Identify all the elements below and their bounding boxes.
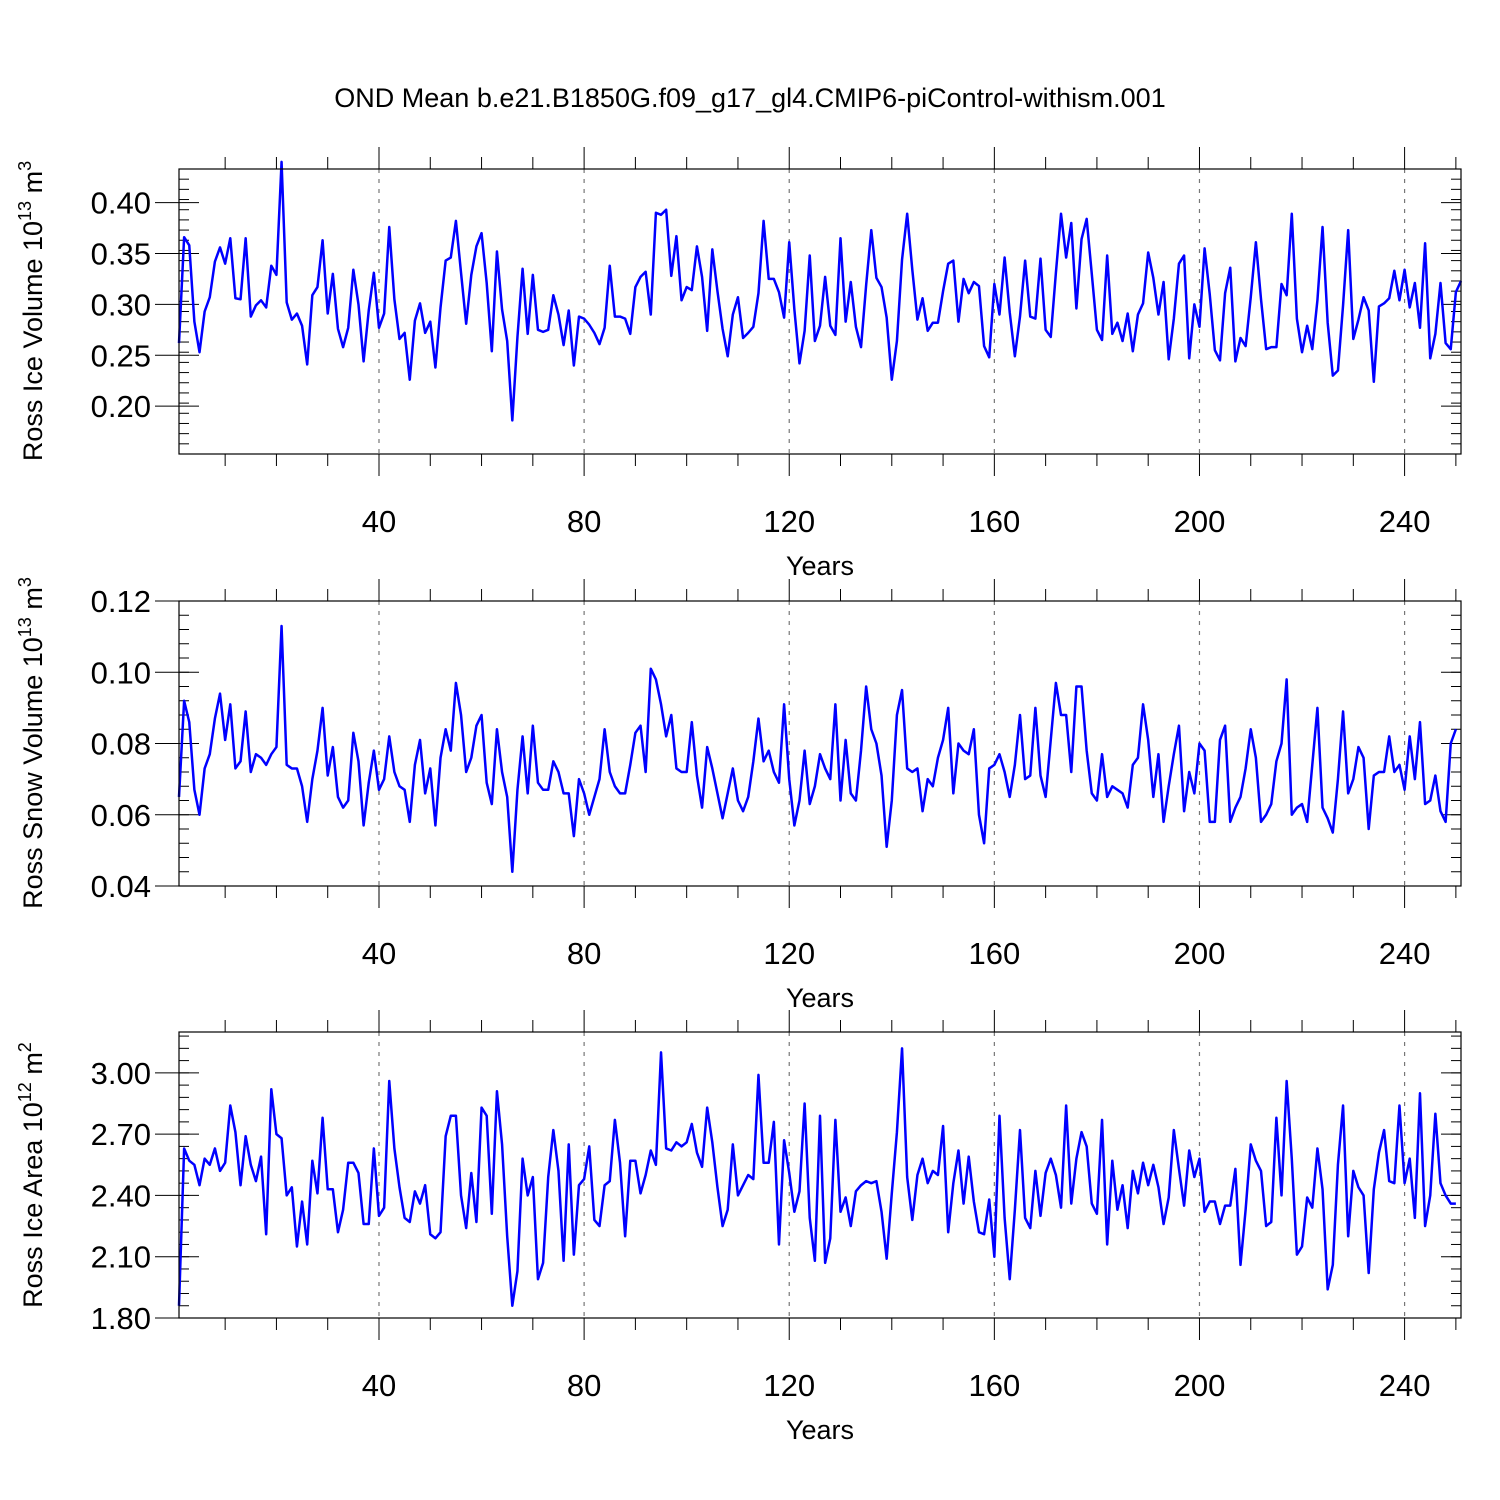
x-axis-label: Years [786, 983, 854, 1013]
series-line-snow-volume [177, 624, 1458, 873]
y-tick-label: 0.20 [91, 389, 151, 424]
y-tick-label: 0.06 [91, 798, 151, 833]
panel-ice-volume: 0.20 0.25 0.30 0.35 0.40 40 80 120 160 200 240 Year… [15, 147, 1463, 581]
y-tick-label: 0.30 [91, 287, 151, 322]
x-tick-label: 80 [567, 504, 601, 539]
chart-panels: 0.20 0.25 0.30 0.35 0.40 40 80 120 160 200 240 Year… [15, 147, 1463, 1445]
y-tick-label: 0.08 [91, 727, 151, 762]
x-axis-label: Years [786, 1415, 854, 1445]
y-tick-label: 0.35 [91, 236, 151, 271]
x-tick-label: 240 [1379, 504, 1431, 539]
plot-frame [178, 600, 1462, 887]
x-tick-label: 200 [1174, 1368, 1226, 1403]
y-tick-label: 0.10 [91, 655, 151, 690]
x-tick-label: 160 [968, 1368, 1020, 1403]
series-line-ice-volume [177, 160, 1463, 422]
plot-frame [178, 168, 1462, 455]
y-tick-label: 0.12 [91, 584, 151, 619]
x-tick-label: 240 [1379, 936, 1431, 971]
x-tick-label: 160 [968, 936, 1020, 971]
y-tick-label: 2.10 [91, 1240, 151, 1275]
y-tick-label: 2.40 [91, 1178, 151, 1213]
y-axis-label: Ross Snow Volume 1013 m3 [15, 577, 48, 909]
y-axis-label: Ross Ice Area 1012 m2 [15, 1042, 48, 1308]
x-tick-label: 80 [567, 1368, 601, 1403]
y-tick-label: 0.04 [91, 869, 151, 904]
y-tick-label: 3.00 [91, 1056, 151, 1091]
x-tick-label: 120 [763, 936, 815, 971]
panel-snow-volume: 0.04 0.06 0.08 0.10 0.12 40 80 120 160 200 240 Year… [15, 577, 1462, 1013]
x-tick-label: 200 [1174, 504, 1226, 539]
y-axis-label: Ross Ice Volume 1013 m3 [15, 161, 48, 461]
y-tick-label: 2.70 [91, 1117, 151, 1152]
x-tick-label: 120 [763, 1368, 815, 1403]
x-tick-label: 120 [763, 504, 815, 539]
panel-ice-area: 1.80 2.10 2.40 2.70 3.00 40 80 120 160 200 240 Year… [15, 1010, 1462, 1445]
x-tick-label: 200 [1174, 936, 1226, 971]
plot-frame [178, 1031, 1462, 1319]
x-tick-label: 240 [1379, 1368, 1431, 1403]
series-line-ice-area [177, 1047, 1456, 1307]
x-tick-label: 40 [362, 1368, 396, 1403]
x-axis-label: Years [786, 551, 854, 581]
y-tick-label: 0.25 [91, 338, 151, 373]
x-tick-label: 160 [968, 504, 1020, 539]
x-tick-label: 80 [567, 936, 601, 971]
y-tick-label: 0.40 [91, 186, 151, 221]
y-tick-label: 1.80 [91, 1301, 151, 1336]
chart-title: OND Mean b.e21.B1850G.f09_g17_gl4.CMIP6-… [334, 83, 1165, 113]
x-tick-label: 40 [362, 936, 396, 971]
x-tick-label: 40 [362, 504, 396, 539]
